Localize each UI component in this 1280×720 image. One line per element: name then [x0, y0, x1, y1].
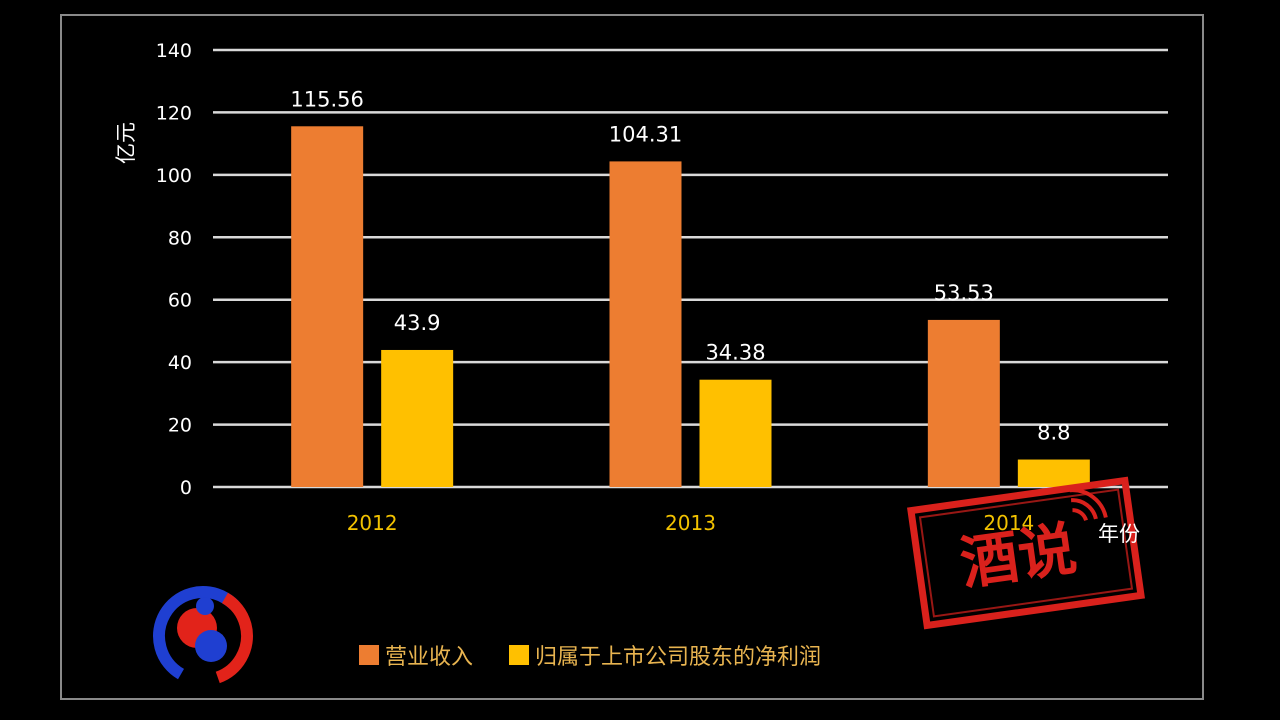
signal-icon [1069, 488, 1108, 522]
legend-swatch-revenue [359, 645, 379, 665]
legend-label-revenue: 营业收入 [385, 645, 473, 670]
y-tick-label: 120 [156, 102, 192, 124]
data-label: 104.31 [609, 122, 682, 146]
data-labels: 115.56 43.9 104.31 34.38 53.53 8.8 [290, 87, 1070, 444]
data-label: 115.56 [290, 87, 363, 111]
stamp-border [907, 476, 1145, 630]
x-tick-label: 2013 [665, 511, 716, 535]
bar-net-profit-2013 [699, 379, 772, 487]
legend-swatch-net-profit [509, 645, 529, 665]
data-label: 53.53 [934, 281, 994, 305]
x-tick-label: 2014 [983, 511, 1034, 535]
legend: 营业收入 归属于上市公司股东的净利润 [359, 645, 821, 670]
y-axis-label: 亿元 [114, 122, 138, 164]
gridlines [213, 48, 1168, 489]
y-tick-label: 140 [156, 40, 192, 62]
x-tick-label: 2012 [347, 511, 398, 535]
y-tick-label: 100 [156, 165, 192, 187]
y-tick-label: 0 [180, 477, 192, 499]
legend-label-net-profit: 归属于上市公司股东的净利润 [535, 645, 821, 670]
logo-icon [153, 586, 253, 686]
y-tick-label: 60 [168, 290, 192, 312]
bar-revenue-2012 [291, 126, 364, 487]
stamp-watermark: 酒说 [907, 476, 1145, 630]
stamp-inner-border [918, 488, 1134, 618]
stamp-text: 酒说 [956, 514, 1080, 597]
y-tick-label: 40 [168, 352, 192, 374]
chart-frame [60, 14, 1204, 700]
y-tick-label: 20 [168, 415, 192, 437]
data-label: 43.9 [394, 311, 441, 335]
y-tick-label: 80 [168, 227, 192, 249]
x-axis-label: 年份 [1098, 522, 1140, 546]
bar-net-profit-2014 [1017, 459, 1090, 487]
y-axis-ticks: 0 20 40 60 80 100 120 140 [156, 40, 192, 499]
x-axis-ticks: 2012 2013 2014 [347, 511, 1035, 535]
data-label: 8.8 [1037, 421, 1070, 445]
bar-net-profit-2012 [381, 349, 454, 487]
bar-revenue-2013 [609, 161, 682, 487]
bars [291, 126, 1090, 487]
data-label: 34.38 [705, 341, 765, 365]
bar-revenue-2014 [927, 319, 1000, 487]
